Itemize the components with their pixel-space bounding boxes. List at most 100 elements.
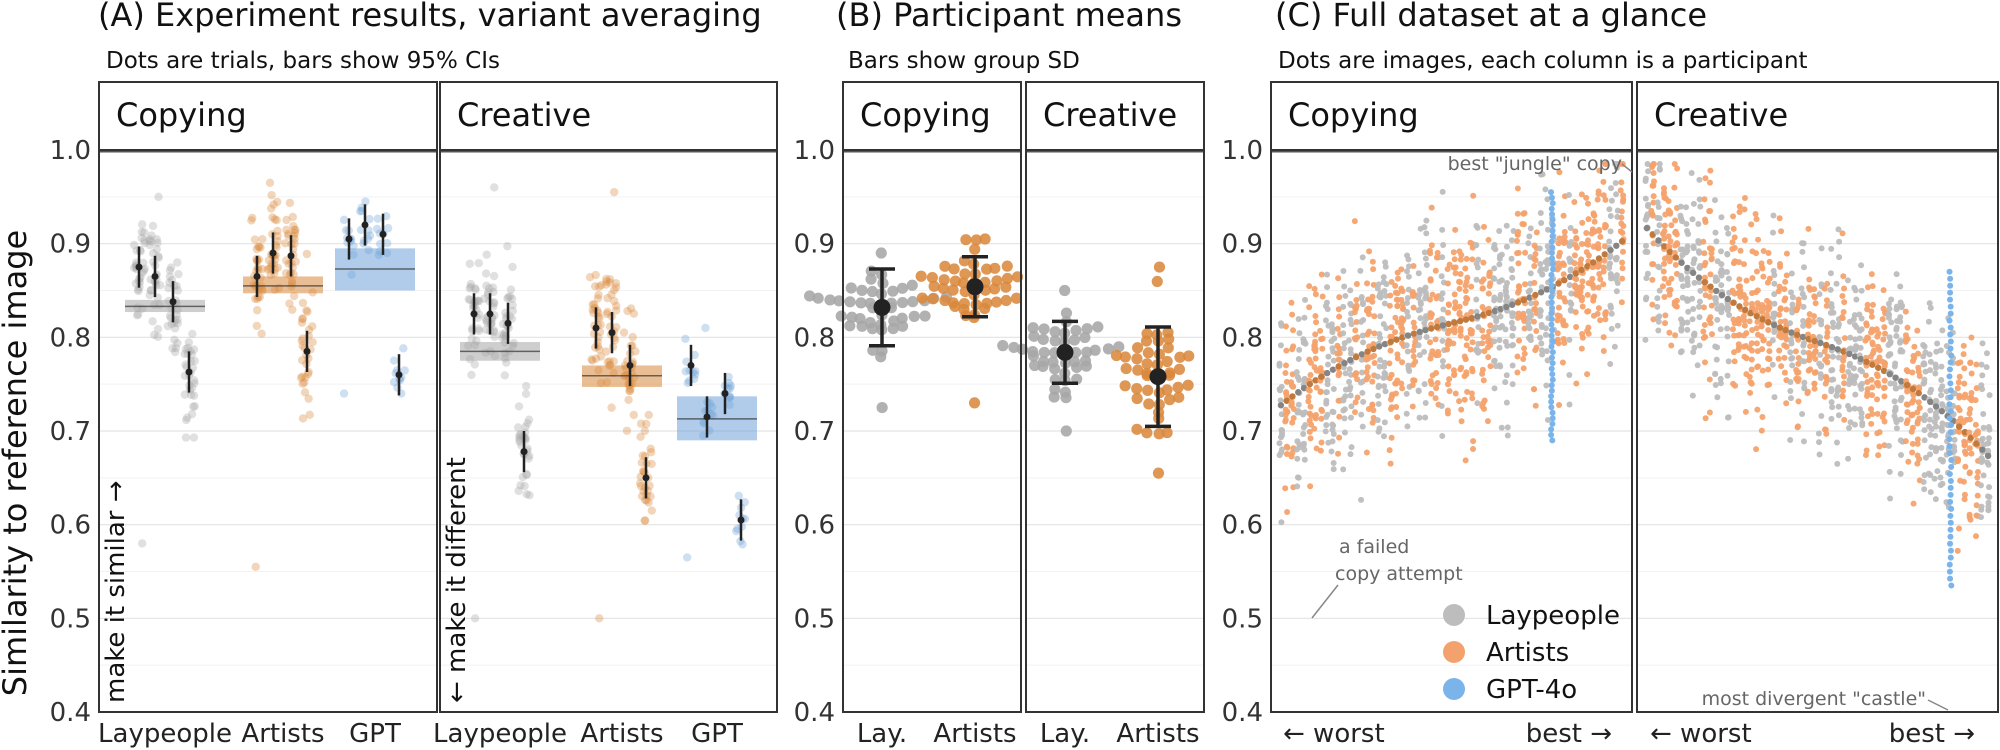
image-dot bbox=[1978, 459, 1985, 466]
image-dot bbox=[1288, 299, 1295, 306]
image-dot bbox=[1701, 321, 1708, 328]
image-dot bbox=[1533, 344, 1540, 351]
y-tick-label: 0.4 bbox=[1222, 698, 1263, 728]
trial-dot bbox=[636, 432, 645, 442]
image-dot bbox=[1771, 291, 1778, 298]
gpt-image-dot bbox=[1946, 450, 1953, 457]
image-dot bbox=[1371, 359, 1378, 366]
variant-mean-point bbox=[626, 361, 634, 369]
image-dot bbox=[1644, 161, 1651, 168]
image-dot bbox=[1684, 275, 1691, 282]
image-dot bbox=[1642, 242, 1649, 249]
participant-mean-dot bbox=[1439, 322, 1447, 329]
gpt-image-dot bbox=[1548, 277, 1555, 284]
image-dot bbox=[1300, 431, 1307, 438]
image-dot bbox=[1312, 313, 1319, 320]
image-dot bbox=[1678, 325, 1685, 332]
facet-header-a-copying bbox=[98, 81, 438, 151]
trial-dot bbox=[505, 292, 515, 301]
image-dot bbox=[1759, 414, 1766, 421]
image-dot bbox=[1789, 362, 1796, 369]
participant-mean-dot bbox=[1119, 380, 1131, 392]
image-dot bbox=[1490, 244, 1497, 251]
image-dot bbox=[1571, 260, 1578, 267]
trial-dot bbox=[145, 240, 154, 250]
image-dot bbox=[1352, 399, 1359, 406]
participant-mean-dot bbox=[1915, 389, 1922, 397]
image-dot bbox=[1690, 200, 1697, 207]
image-dot bbox=[1571, 252, 1578, 259]
image-dot bbox=[1846, 424, 1853, 431]
image-dot bbox=[1340, 345, 1347, 352]
gpt-image-dot bbox=[1947, 387, 1954, 394]
image-dot bbox=[1311, 425, 1318, 432]
image-dot bbox=[1920, 414, 1927, 421]
image-dot bbox=[1444, 381, 1451, 388]
image-dot bbox=[1381, 363, 1388, 370]
image-dot bbox=[1718, 261, 1725, 268]
participant-mean-dot bbox=[907, 296, 919, 308]
image-dot bbox=[1423, 217, 1430, 224]
image-dot bbox=[1440, 242, 1447, 249]
image-dot bbox=[1690, 332, 1697, 339]
image-dot bbox=[1445, 363, 1452, 370]
trial-dot bbox=[681, 334, 690, 343]
trial-dot bbox=[303, 307, 312, 316]
image-dot bbox=[1847, 334, 1854, 341]
trial-dot bbox=[489, 326, 499, 335]
image-dot bbox=[1577, 289, 1584, 296]
image-dot bbox=[1392, 289, 1399, 296]
x-label-c-creative-best: best → bbox=[1889, 719, 1975, 749]
image-dot bbox=[1668, 275, 1675, 282]
image-dot bbox=[1579, 219, 1586, 226]
image-dot bbox=[1769, 361, 1776, 368]
participant-mean-dot bbox=[1509, 301, 1516, 308]
image-dot bbox=[1485, 236, 1492, 243]
image-dot bbox=[1644, 203, 1651, 210]
image-dot bbox=[1513, 237, 1520, 244]
image-dot bbox=[1955, 379, 1962, 386]
trial-dot bbox=[612, 301, 621, 311]
image-dot bbox=[1369, 293, 1376, 300]
image-dot bbox=[1880, 287, 1887, 294]
participant-mean-dot bbox=[1183, 350, 1195, 362]
participant-mean-dot bbox=[876, 401, 888, 414]
participant-mean-dot bbox=[1451, 319, 1458, 326]
image-dot bbox=[1416, 414, 1423, 421]
trial-dot bbox=[637, 492, 647, 501]
image-dot bbox=[1282, 418, 1289, 425]
image-dot bbox=[1983, 350, 1990, 357]
trial-dot bbox=[481, 325, 491, 335]
image-dot bbox=[1405, 365, 1412, 372]
image-dot bbox=[1766, 304, 1773, 311]
image-dot bbox=[1399, 385, 1406, 392]
image-dot bbox=[1342, 393, 1349, 400]
image-dot bbox=[1276, 386, 1283, 393]
image-dot bbox=[1828, 385, 1835, 392]
participant-mean-dot bbox=[1967, 434, 1974, 441]
image-dot bbox=[1712, 382, 1719, 389]
image-dot bbox=[1891, 363, 1898, 370]
image-dot bbox=[1467, 239, 1474, 246]
image-dot bbox=[1887, 340, 1894, 347]
image-dot bbox=[1619, 248, 1626, 255]
image-dot bbox=[1829, 353, 1836, 360]
image-dot bbox=[1491, 275, 1498, 282]
trial-dot bbox=[595, 345, 604, 354]
image-dot bbox=[1473, 260, 1480, 267]
gpt-image-dot bbox=[1946, 470, 1953, 477]
image-dot bbox=[1654, 199, 1661, 206]
image-dot bbox=[1578, 297, 1585, 304]
gpt-image-dot bbox=[1947, 289, 1954, 296]
image-dot bbox=[1566, 401, 1573, 408]
image-dot bbox=[1753, 446, 1760, 453]
image-dot bbox=[1844, 277, 1851, 284]
image-dot bbox=[1909, 412, 1916, 419]
image-dot bbox=[1296, 330, 1303, 337]
image-dot bbox=[1533, 300, 1540, 307]
image-dot bbox=[1724, 333, 1731, 340]
image-dot bbox=[1479, 327, 1486, 334]
image-dot bbox=[1594, 196, 1601, 203]
image-dot bbox=[1755, 363, 1762, 370]
trial-dot bbox=[629, 410, 638, 420]
